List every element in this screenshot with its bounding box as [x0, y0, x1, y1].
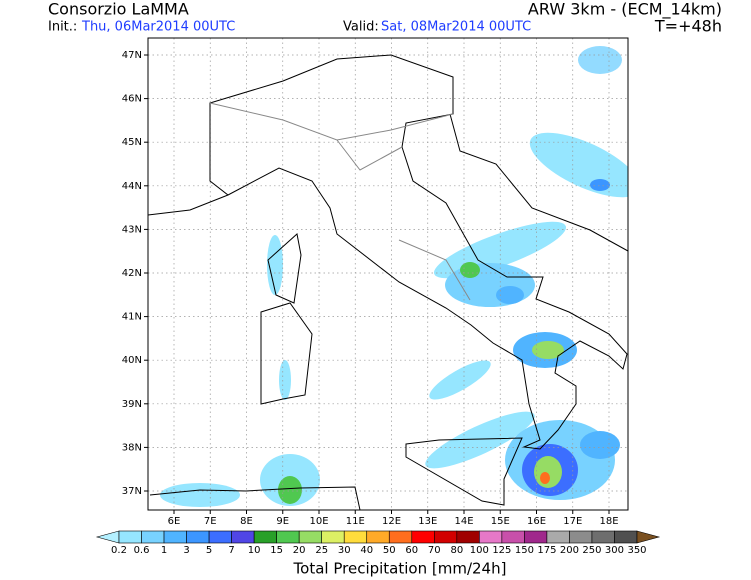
colorbar-label: 80	[450, 545, 463, 556]
colorbar-label: 70	[428, 545, 441, 556]
colorbar-swatch	[456, 530, 480, 544]
model: ARW 3km - (ECM_14km)	[528, 0, 722, 20]
colorbar-swatch	[388, 530, 413, 544]
colorbar-swatch	[501, 530, 525, 544]
colorbar-label: 20	[293, 545, 306, 556]
lon-label: 16E	[527, 516, 546, 527]
colorbar-swatch	[411, 530, 435, 544]
colorbar-swatch	[298, 530, 322, 544]
colorbar-label: 15	[270, 545, 283, 556]
colorbar-label: 60	[405, 545, 418, 556]
lon-label: 17E	[563, 516, 582, 527]
colorbar-swatch	[591, 530, 615, 544]
lat-label: 46N	[122, 94, 142, 105]
colorbar-label: 175	[537, 545, 556, 556]
lat-label: 38N	[122, 442, 142, 453]
colorbar-swatch	[276, 530, 300, 544]
colorbar-label: 50	[383, 545, 396, 556]
colorbar-label: 25	[315, 545, 328, 556]
lon-label: 11E	[346, 516, 365, 527]
colorbar-swatch	[546, 530, 570, 544]
colorbar-swatch	[186, 530, 210, 544]
init-label: Init.:	[48, 20, 77, 35]
init-value: Thu, 06Mar2014 00UTC	[81, 20, 235, 35]
lead-time: T=+48h	[654, 17, 722, 36]
colorbar-label: 40	[360, 545, 373, 556]
colorbar-swatch	[253, 530, 277, 544]
map-frame	[147, 37, 629, 511]
colorbar-title: Total Precipitation [mm/24h]	[293, 560, 507, 578]
coastlines	[148, 54, 628, 510]
colorbar-label: 300	[605, 545, 624, 556]
lon-label: 15E	[491, 516, 510, 527]
colorbar-label: 0.2	[111, 545, 127, 556]
colorbar-label: 100	[470, 545, 489, 556]
lat-label: 47N	[122, 50, 142, 61]
lon-label: 13E	[418, 516, 437, 527]
lon-label: 8E	[240, 516, 253, 527]
colorbar-swatch	[321, 530, 345, 544]
lat-label: 37N	[122, 486, 142, 497]
colorbar-arrow-high	[636, 530, 661, 544]
colorbar-label: 0.6	[134, 545, 150, 556]
colorbar-label: 3	[183, 545, 189, 556]
lat-label: 43N	[122, 224, 142, 235]
colorbar: 0.2 0.6 1 3 5 7 10 15 20 25 30 40 50 60 70 80 100 125 150 1…	[95, 530, 661, 556]
title: Consorzio LaMMA	[48, 0, 189, 19]
colorbar-label: 7	[228, 545, 234, 556]
colorbar-swatch	[208, 530, 232, 544]
colorbar-arrow-low	[95, 530, 120, 544]
lon-label: 9E	[276, 516, 289, 527]
lon-label: 18E	[599, 516, 618, 527]
colorbar-swatch	[479, 530, 503, 544]
lat-label: 40N	[122, 355, 142, 366]
colorbar-swatch	[614, 530, 638, 544]
colorbar-label: 350	[627, 545, 646, 556]
colorbar-swatch	[141, 530, 165, 544]
colorbar-label: 125	[492, 545, 511, 556]
map	[147, 37, 629, 511]
lat-label: 42N	[122, 268, 142, 279]
colorbar-label: 200	[560, 545, 579, 556]
colorbar-label: 1	[161, 545, 167, 556]
valid-value: Sat, 08Mar2014 00UTC	[381, 20, 531, 35]
colorbar-label: 150	[515, 545, 534, 556]
colorbar-label: 5	[206, 545, 212, 556]
lon-label: 14E	[454, 516, 473, 527]
colorbar-swatch	[366, 530, 390, 544]
lon-label: 10E	[309, 516, 328, 527]
lon-label: 6E	[168, 516, 181, 527]
colorbar-swatch	[569, 530, 593, 544]
colorbar-label: 30	[338, 545, 351, 556]
colorbar-label: 10	[248, 545, 261, 556]
lon-label: 7E	[204, 516, 217, 527]
colorbar-swatch	[118, 530, 142, 544]
lat-label: 44N	[122, 181, 142, 192]
lon-label: 12E	[382, 516, 401, 527]
lat-label: 45N	[122, 137, 142, 148]
colorbar-swatch	[231, 530, 255, 544]
colorbar-swatch	[434, 530, 458, 544]
colorbar-label: 250	[582, 545, 601, 556]
lat-label: 41N	[122, 312, 142, 323]
colorbar-swatch	[524, 530, 548, 544]
colorbar-swatch	[163, 530, 187, 544]
colorbar-swatch	[343, 530, 368, 544]
valid-label: Valid:	[343, 20, 379, 35]
lat-label: 39N	[122, 399, 142, 410]
